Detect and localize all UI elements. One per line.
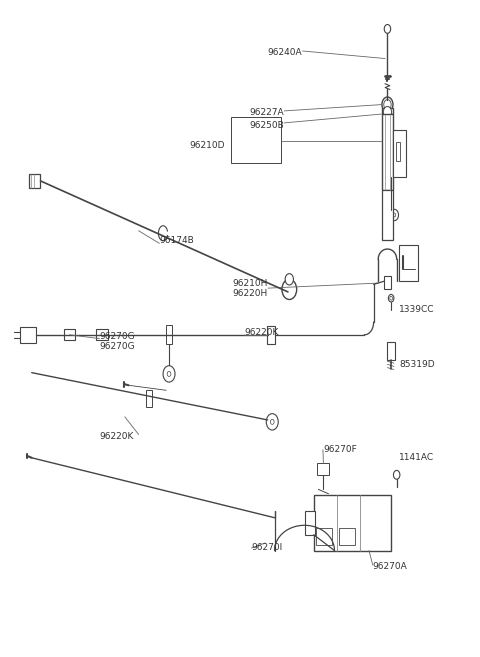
Text: 96270I: 96270I <box>252 543 283 553</box>
Text: 1141AC: 1141AC <box>399 453 434 463</box>
Bar <box>63 329 75 340</box>
Text: 96220K: 96220K <box>245 328 279 338</box>
Text: 96240A: 96240A <box>267 48 302 57</box>
Circle shape <box>393 213 396 217</box>
Bar <box>20 327 36 343</box>
Text: 96270F: 96270F <box>323 445 357 454</box>
Bar <box>166 325 172 344</box>
Circle shape <box>285 273 293 285</box>
Text: 1339CC: 1339CC <box>399 305 434 314</box>
Circle shape <box>266 414 278 430</box>
Circle shape <box>384 24 391 34</box>
Text: 96174B: 96174B <box>159 236 194 244</box>
Bar <box>29 174 40 188</box>
Bar <box>393 130 407 177</box>
Circle shape <box>390 210 398 221</box>
Text: 96270G: 96270G <box>99 342 135 351</box>
Bar <box>384 275 391 289</box>
Circle shape <box>167 371 171 376</box>
Circle shape <box>390 296 393 300</box>
Circle shape <box>384 100 391 110</box>
Circle shape <box>163 366 175 382</box>
Bar <box>396 143 400 162</box>
Bar <box>383 190 393 240</box>
Circle shape <box>382 97 393 112</box>
Text: 96210D: 96210D <box>190 141 225 150</box>
Bar <box>316 528 332 545</box>
Circle shape <box>394 470 400 479</box>
Text: 96227A: 96227A <box>249 108 284 118</box>
Text: 96210H: 96210H <box>232 279 268 288</box>
Bar <box>386 342 395 360</box>
Bar <box>382 108 393 114</box>
Text: 96220H: 96220H <box>232 288 268 298</box>
Text: 85319D: 85319D <box>399 360 434 369</box>
Text: 96270A: 96270A <box>372 562 408 572</box>
Bar <box>317 463 329 475</box>
Bar <box>96 329 108 340</box>
Bar <box>383 114 393 190</box>
Circle shape <box>388 294 394 302</box>
Circle shape <box>384 106 392 118</box>
Bar <box>399 244 419 281</box>
Bar <box>267 326 275 344</box>
Text: 96250B: 96250B <box>249 121 284 130</box>
Bar <box>304 510 315 535</box>
Bar <box>314 495 391 551</box>
Bar <box>146 390 153 407</box>
Circle shape <box>270 419 274 424</box>
Text: 96270G: 96270G <box>99 332 135 340</box>
Circle shape <box>282 279 297 300</box>
Text: 96220K: 96220K <box>99 432 134 442</box>
Bar <box>231 117 281 163</box>
Bar <box>339 528 355 545</box>
